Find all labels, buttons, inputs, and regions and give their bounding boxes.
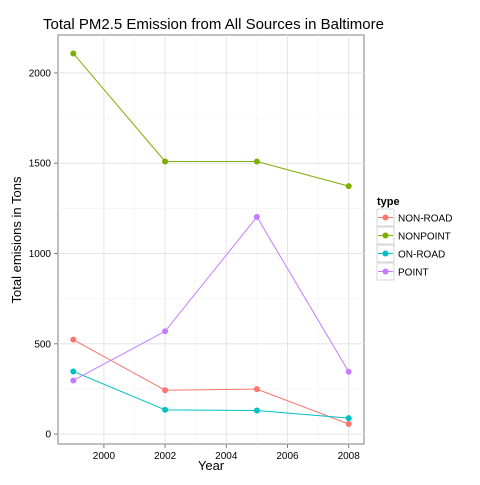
y-tick-label: 1500 [29,159,52,170]
data-point-point [70,377,77,384]
x-tick-label: 2002 [154,451,177,462]
legend-label: NONPOINT [398,232,451,243]
legend-items: NON-ROAD NONPOINT ON-ROAD POINT [376,208,452,281]
data-point-non-road [162,387,169,394]
legend-label: ON-ROAD [398,250,445,261]
data-point-point [253,213,260,220]
legend-key-point [382,250,389,257]
x-tick-label: 2000 [93,451,116,462]
legend-key-point [382,268,389,275]
chart-title: Total PM2.5 Emission from All Sources in… [43,16,384,33]
legend: type NON-ROAD NONPOINT ON-ROAD POINT [376,196,452,281]
legend-item-nonpoint: NONPOINT [376,226,451,245]
data-point-non-road [345,420,352,427]
legend-item-point: POINT [376,262,429,281]
y-tick-label: 500 [34,339,51,350]
y-tick-label: 0 [45,430,51,441]
data-point-non-road [70,336,77,343]
data-point-non-road [253,386,260,393]
x-tick-label: 2004 [215,451,238,462]
series-layer [70,50,352,427]
legend-label: NON-ROAD [398,214,452,225]
legend-item-non-road: NON-ROAD [376,208,452,227]
grid-major [58,35,364,444]
x-axis-label: Year [198,458,225,473]
data-point-point [345,368,352,375]
legend-title: type [377,196,400,208]
y-tick-label: 1000 [29,249,52,260]
series-line-on-road [73,370,349,419]
x-axis-ticks: 2000 2002 2004 2006 2008 [93,444,360,462]
data-point-nonpoint [253,158,260,165]
plot-background [57,34,365,445]
data-point-nonpoint [345,183,352,190]
grid-minor [58,35,364,444]
data-point-point [162,328,169,335]
legend-item-on-road: ON-ROAD [376,244,445,263]
series-line-nonpoint [72,53,349,187]
series-line-point [73,216,350,381]
legend-key-point [382,214,389,221]
data-point-on-road [162,406,169,413]
data-point-on-road [70,368,77,375]
data-point-on-road [253,407,260,414]
data-point-nonpoint [162,158,169,165]
y-axis-ticks: 0 500 1000 1500 2000 [29,68,58,441]
y-tick-label: 2000 [29,68,52,79]
data-point-nonpoint [70,50,77,57]
x-tick-label: 2006 [276,451,299,462]
legend-label: POINT [398,268,429,279]
series-line-non-road [73,339,349,425]
y-axis-label: Total emisions in Tons [9,176,24,303]
x-tick-label: 2008 [338,451,361,462]
data-point-on-road [345,415,352,422]
legend-key-point [382,232,389,239]
